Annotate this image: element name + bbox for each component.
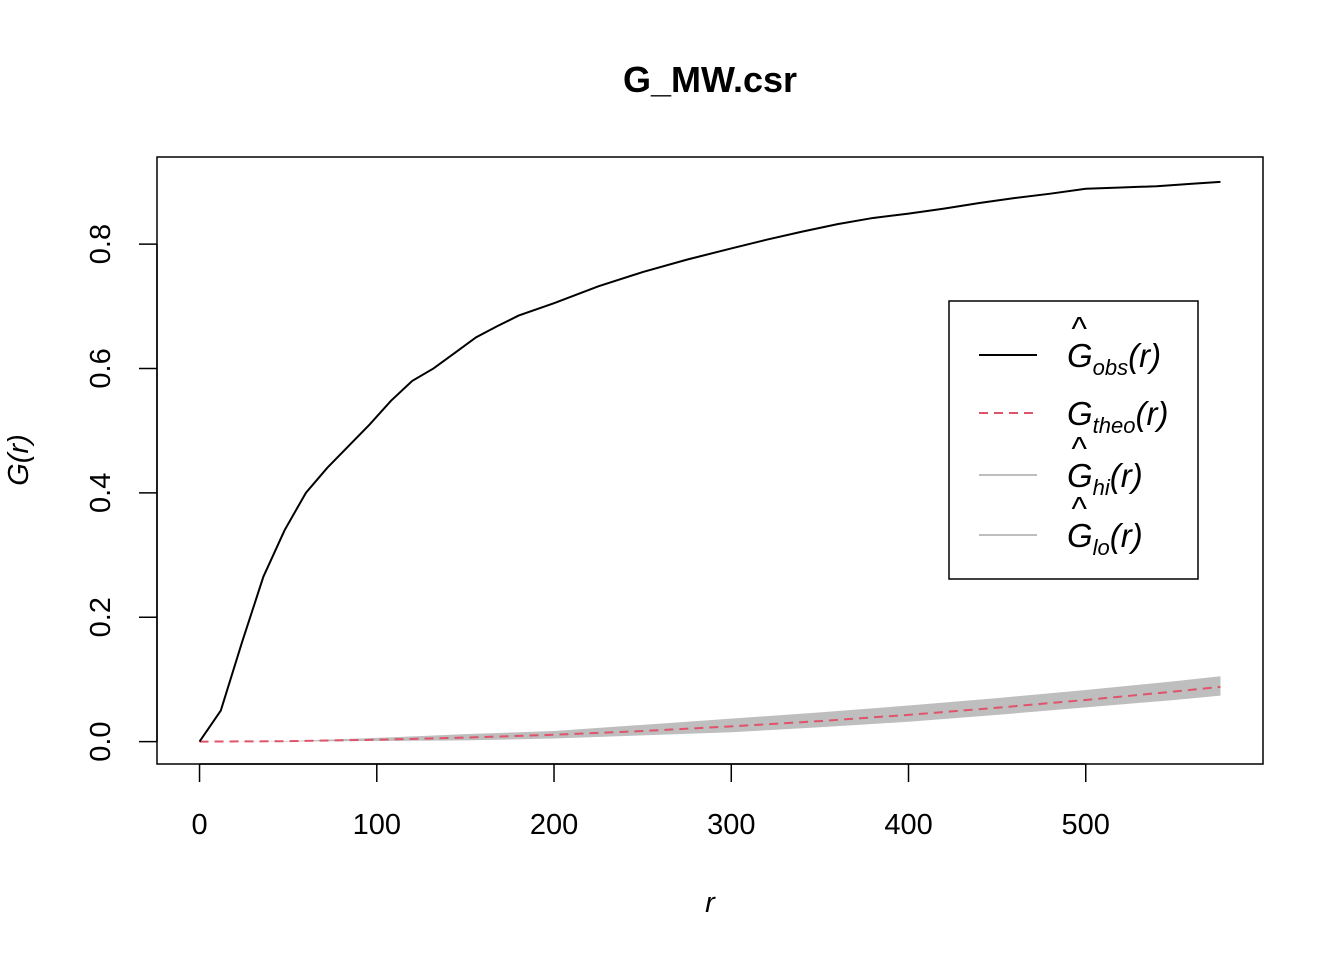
x-tick-label: 400	[884, 809, 932, 841]
legend-label-lo: ^Glo(r)	[1067, 490, 1143, 560]
x-axis: 0 100 200 300 400 500	[191, 763, 1110, 841]
legend-box	[948, 300, 1199, 580]
hat-glyph: ^	[1071, 430, 1087, 467]
x-tick-label: 200	[530, 809, 578, 841]
envelope-layer	[199, 676, 1221, 742]
series-line-obs	[198, 180, 1221, 743]
y-axis-label-text: G(r)	[3, 434, 35, 486]
envelope-band	[199, 676, 1221, 742]
hat-glyph: ^	[1071, 310, 1087, 347]
x-tick-label: 0	[191, 809, 207, 841]
y-tick-label: 0.4	[85, 473, 117, 513]
y-tick-label: 0.2	[85, 597, 117, 637]
x-tick-label: 300	[707, 809, 755, 841]
hat-glyph: ^	[1071, 490, 1087, 527]
x-axis-label: r	[705, 887, 716, 919]
legend-label-hi: ^Ghi(r)	[1067, 430, 1143, 500]
series-line-theo	[199, 685, 1221, 743]
legend-label-obs: ^Gobs(r)	[1067, 310, 1161, 380]
legend-text: Glo(r)	[1067, 517, 1143, 560]
y-tick-label: 0.0	[85, 721, 117, 761]
series-layer	[198, 180, 1221, 743]
chart-title: G_MW.csr	[623, 59, 797, 100]
y-axis-label: G(r)	[3, 434, 35, 486]
legend: ^Gobs(r)Gtheo(r)^Ghi(r)^Glo(r)	[948, 300, 1199, 580]
y-tick-label: 0.6	[85, 348, 117, 388]
y-axis: 0.0 0.2 0.4 0.6 0.8	[85, 224, 158, 762]
legend-text: Gobs(r)	[1067, 337, 1161, 380]
legend-label-theo: Gtheo(r)	[1067, 395, 1168, 438]
legend-text: Gtheo(r)	[1067, 395, 1168, 438]
x-tick-label: 500	[1062, 809, 1110, 841]
x-tick-label: 100	[353, 809, 401, 841]
legend-text: Ghi(r)	[1067, 457, 1143, 500]
y-tick-label: 0.8	[85, 224, 117, 264]
